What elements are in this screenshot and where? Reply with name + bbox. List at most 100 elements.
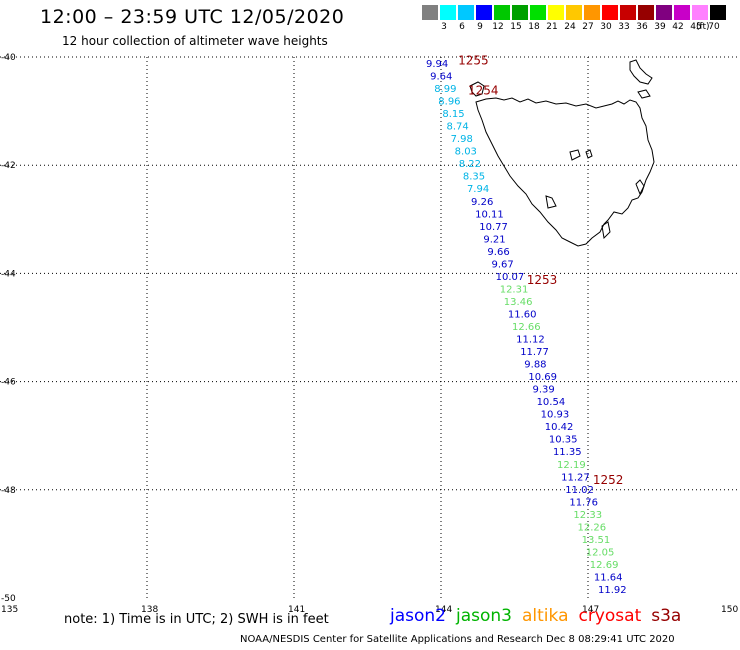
- wave-height-value: 9.39: [532, 385, 554, 396]
- wave-height-value: 10.54: [537, 397, 566, 408]
- wave-height-value: 9.88: [524, 360, 546, 371]
- color-scale-swatch: [512, 5, 528, 20]
- wave-height-value: 11.60: [508, 309, 537, 320]
- longitude-label: 138: [141, 605, 158, 615]
- longitude-label: 135: [1, 605, 18, 615]
- wave-height-value: 12.33: [573, 510, 602, 521]
- color-scale-swatch: [422, 5, 438, 20]
- color-scale-label: 42: [672, 22, 684, 32]
- latitude-label: -42: [1, 161, 16, 171]
- wave-height-value: 12.26: [578, 522, 607, 533]
- wave-height-value: 11.35: [553, 447, 582, 458]
- wave-height-value: 11.76: [569, 497, 598, 508]
- color-scale-label: 30: [600, 22, 612, 32]
- latitude-label: -50: [1, 594, 16, 604]
- wave-height-value: 12.66: [512, 322, 541, 333]
- satellite-track: 9.94 9.648.99 8.968.15 8.747.98 8.038.22 8.35…: [426, 59, 627, 596]
- wave-height-value: 11.77: [520, 347, 549, 358]
- color-scale-swatch: [530, 5, 546, 20]
- color-scale-label: 33: [618, 22, 630, 32]
- color-scale-label: 6: [459, 22, 465, 32]
- latitude-label: -48: [1, 486, 16, 496]
- pass-time-label: 1252: [593, 473, 624, 487]
- longitude-label: 147: [582, 605, 599, 615]
- wave-height-value: 10.42: [545, 422, 574, 433]
- color-scale-label: 45: [690, 22, 702, 32]
- color-scale-swatch: [602, 5, 618, 20]
- maria-island: [635, 179, 645, 196]
- wave-height-value: 8.15: [442, 109, 464, 120]
- wave-height-value: 7.98: [451, 134, 473, 145]
- inland-lake: [569, 149, 581, 161]
- color-scale-label: 24: [564, 22, 576, 32]
- wave-height-value: 8.96: [438, 97, 460, 108]
- color-scale-label: 15: [510, 22, 522, 32]
- cape-barren-island: [637, 89, 651, 99]
- map-subtitle: 12 hour collection of altimeter wave hei…: [62, 34, 328, 48]
- latitude-label: -40: [1, 53, 16, 63]
- color-scale-swatch: [656, 5, 672, 20]
- king-island: [469, 81, 485, 97]
- color-scale-swatch: [458, 5, 474, 20]
- wave-height-value: 11.64: [594, 572, 623, 583]
- color-scale-label: 12: [492, 22, 504, 32]
- color-scale-swatch: [620, 5, 636, 20]
- inland-lake: [585, 149, 593, 159]
- wave-height-value: 8.74: [446, 122, 468, 133]
- color-scale-swatch: [476, 5, 492, 20]
- wave-height-value: 7.94: [467, 184, 489, 195]
- color-scale-swatch: [548, 5, 564, 20]
- wave-height-value: 12.69: [590, 560, 619, 571]
- legend-entry-jason2: jason2: [390, 606, 446, 626]
- color-scale-swatch: [692, 5, 708, 20]
- wave-height-value: 10.11: [475, 209, 504, 220]
- wave-height-value: 13.46: [504, 297, 533, 308]
- wave-height-value: 8.03: [455, 147, 477, 158]
- credit-line: NOAA/NESDIS Center for Satellite Applica…: [240, 634, 675, 645]
- pass-time-labels: 1255 1254 1253 1252: [458, 54, 623, 487]
- footnote: note: 1) Time is in UTC; 2) SWH is in fe…: [64, 612, 329, 627]
- wave-height-value: 10.07: [496, 272, 525, 283]
- pass-time-label: 1255: [458, 54, 489, 68]
- wave-height-value: 9.67: [492, 259, 514, 270]
- wave-height-value: 11.27: [561, 472, 590, 483]
- color-scale-swatch: [440, 5, 456, 20]
- color-scale-swatch: [566, 5, 582, 20]
- color-scale-label: 39: [654, 22, 666, 32]
- color-scale-swatch: [674, 5, 690, 20]
- wave-height-value: 8.22: [459, 159, 481, 170]
- wave-height-value: 9.26: [471, 197, 493, 208]
- longitude-label: 150: [721, 605, 738, 615]
- wave-height-value: 8.99: [434, 84, 456, 95]
- inland-lake: [545, 195, 557, 209]
- wave-height-value: 13.51: [582, 535, 611, 546]
- wave-height-value: 9.66: [487, 247, 509, 258]
- legend-entry-altika: altika: [522, 606, 569, 626]
- wave-height-value: 11.12: [516, 335, 545, 346]
- legend-entry-cryosat: cryosat: [578, 606, 642, 626]
- color-scale-label: 27: [582, 22, 594, 32]
- lat-lon-grid: 135 138 141 144 147 150 -40 -42 -44 -46 -48 -50: [0, 53, 740, 615]
- color-scale-swatch: [494, 5, 510, 20]
- color-scale-swatch: [638, 5, 654, 20]
- latitude-label: -44: [1, 269, 16, 279]
- wave-height-value: 11.02: [565, 485, 594, 496]
- color-scale-swatch: [584, 5, 600, 20]
- tasmania-coastline: [469, 59, 655, 247]
- legend-entry-jason3: jason3: [456, 606, 512, 626]
- flinders-island: [629, 59, 653, 85]
- wave-height-value: 11.92: [598, 585, 627, 596]
- satellite-legend: jason2 jason3 altika cryosat s3a: [390, 606, 691, 626]
- color-scale-label: 9: [477, 22, 483, 32]
- map-title: 12:00 – 23:59 UTC 12/05/2020: [40, 6, 345, 28]
- color-scale-label: 70: [708, 22, 720, 32]
- color-scale-unit: (ft): [696, 22, 710, 32]
- wave-height-value: 9.21: [483, 234, 505, 245]
- wave-height-value: 9.94: [426, 59, 448, 70]
- pass-time-label: 1254: [468, 83, 499, 97]
- legend-entry-s3a: s3a: [651, 606, 682, 626]
- wave-height-value: 9.64: [430, 72, 452, 83]
- color-scale-label: 36: [636, 22, 648, 32]
- wave-height-value: 10.93: [541, 410, 570, 421]
